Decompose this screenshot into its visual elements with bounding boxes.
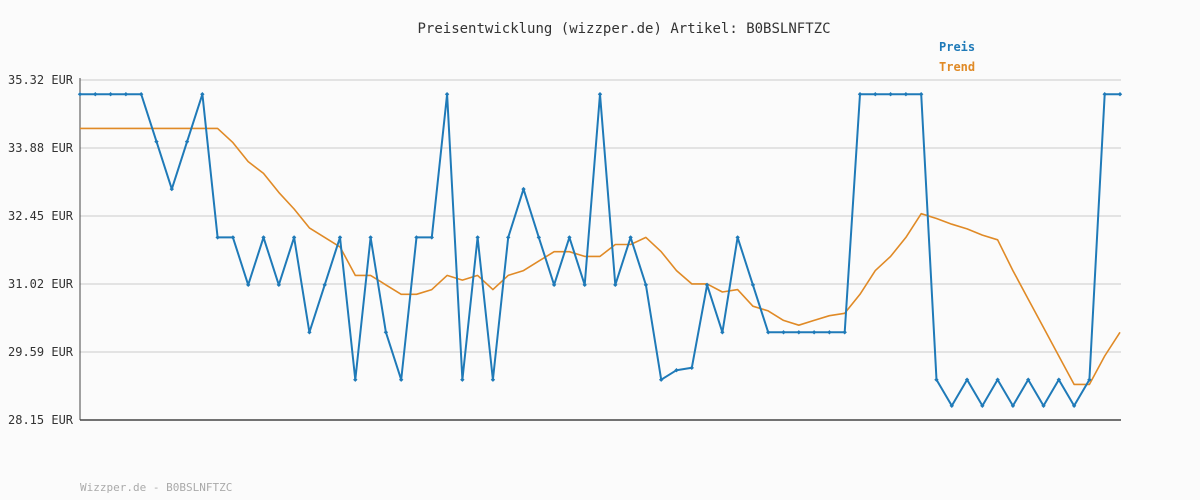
preis-point (1041, 403, 1046, 408)
preis-point (613, 282, 618, 288)
y-axis-ticks: 35.32 EUR 33.88 EUR 32.45 EUR 31.02 EUR 29.5… (8, 73, 74, 427)
preis-point (368, 235, 373, 240)
preis-point (857, 92, 863, 97)
preis-point (934, 377, 939, 382)
preis-point (536, 235, 542, 240)
preis-point (658, 377, 664, 382)
preis-point (108, 92, 113, 97)
grid-lines (80, 79, 1121, 353)
legend-trend: Trend (939, 60, 975, 74)
preis-point (796, 330, 802, 335)
preis-point (93, 92, 98, 97)
preis-point (230, 235, 236, 240)
preis-point (980, 403, 985, 408)
y-tick-label: 29.59 EUR (8, 345, 74, 359)
preis-point (414, 235, 419, 240)
chart-title: Preisentwicklung (wizzper.de) Artikel: B… (417, 21, 830, 37)
preis-point (1117, 92, 1123, 97)
preis-point (964, 377, 970, 382)
preis-point (200, 92, 205, 97)
preis-point (811, 330, 817, 335)
preis-point (842, 330, 847, 335)
preis-point (261, 235, 266, 240)
y-tick-label: 32.45 EUR (8, 209, 74, 223)
preis-point (551, 282, 557, 288)
preis-point (322, 282, 327, 288)
preis-point (827, 330, 832, 335)
preis-point (643, 282, 649, 288)
y-tick-label: 31.02 EUR (8, 277, 74, 291)
preis-point (460, 377, 465, 382)
preis-point (1071, 403, 1077, 408)
preis-point (276, 282, 282, 288)
preis-point (766, 330, 771, 335)
preis-point (291, 235, 297, 240)
preis-point (184, 139, 190, 144)
preis-point (903, 92, 909, 97)
preis-point (888, 92, 893, 97)
preis-point (398, 377, 404, 382)
y-tick-label: 33.88 EUR (8, 141, 74, 155)
preis-point (154, 139, 159, 144)
preis-point (628, 235, 633, 240)
legend-preis: Preis (939, 40, 975, 54)
preis-point (750, 282, 756, 288)
preis-point (169, 186, 174, 192)
preis-point (918, 92, 924, 97)
series-layer (77, 92, 1123, 408)
preis-point (1102, 92, 1107, 97)
preis-point (215, 235, 220, 240)
y-tick-label: 28.15 EUR (8, 413, 74, 427)
preis-point (521, 186, 526, 192)
preis-point (77, 92, 83, 97)
preis-point (444, 92, 450, 97)
preis-point (337, 235, 343, 240)
preis-point (674, 368, 679, 373)
preis-point (138, 92, 144, 97)
preis-point (475, 235, 480, 240)
preis-point (353, 377, 358, 382)
y-tick-label: 35.32 EUR (8, 73, 74, 87)
preis-point (1056, 377, 1062, 382)
trend-line (80, 127, 1121, 386)
preis-point (429, 235, 434, 240)
preis-point (246, 282, 251, 288)
preis-point (995, 377, 1000, 382)
preis-point (1026, 377, 1031, 382)
preis-point (582, 282, 587, 288)
preis-point (704, 282, 710, 288)
preis-point (506, 235, 511, 240)
preis-point (123, 92, 129, 97)
preis-point (781, 330, 786, 335)
preis-point (873, 92, 878, 97)
preis-point (307, 330, 312, 335)
preis-point (949, 403, 954, 408)
footer-text: Wizzper.de - B0BSLNFTZC (80, 481, 232, 494)
preis-point (597, 92, 603, 97)
preis-point (383, 330, 389, 335)
preis-point (1087, 377, 1092, 382)
preis-point (1010, 403, 1016, 408)
preis-point (735, 235, 740, 240)
preis-point (567, 235, 572, 240)
preis-point (689, 365, 694, 371)
preis-point (720, 330, 725, 335)
preis-point (490, 377, 496, 382)
